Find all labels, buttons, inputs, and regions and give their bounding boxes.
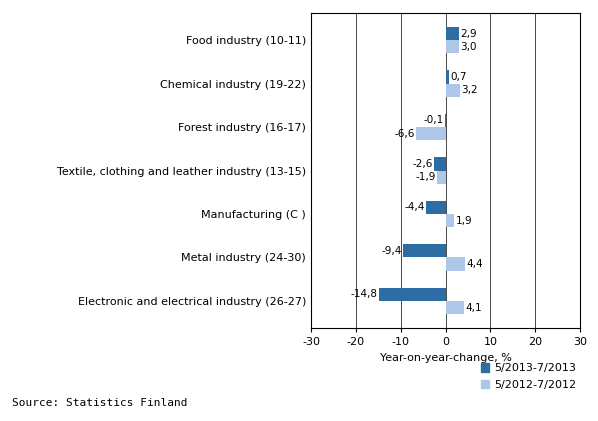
Bar <box>379 288 446 301</box>
Text: 0,7: 0,7 <box>450 72 466 82</box>
Bar <box>434 157 446 171</box>
Bar <box>446 214 454 227</box>
Bar <box>446 70 448 83</box>
Legend: 5/2013-7/2013, 5/2012-7/2012: 5/2013-7/2013, 5/2012-7/2012 <box>476 359 581 394</box>
Text: -14,8: -14,8 <box>351 290 378 299</box>
Text: 4,1: 4,1 <box>465 303 482 312</box>
Bar <box>403 245 446 258</box>
Bar <box>437 171 446 184</box>
Text: -6,6: -6,6 <box>394 128 414 139</box>
Text: -4,4: -4,4 <box>404 203 425 213</box>
Bar <box>446 83 460 96</box>
Text: 3,2: 3,2 <box>461 85 478 95</box>
Text: -1,9: -1,9 <box>415 172 435 182</box>
Text: -9,4: -9,4 <box>382 246 402 256</box>
Bar <box>446 40 459 53</box>
Bar <box>446 258 465 271</box>
Text: 3,0: 3,0 <box>460 42 477 51</box>
Text: 4,4: 4,4 <box>466 259 483 269</box>
Text: Source: Statistics Finland: Source: Statistics Finland <box>12 398 187 408</box>
Bar <box>446 301 464 314</box>
Bar <box>416 127 446 140</box>
X-axis label: Year-on-year-change, %: Year-on-year-change, % <box>380 353 511 363</box>
Text: 1,9: 1,9 <box>456 216 472 226</box>
Text: -2,6: -2,6 <box>412 159 432 169</box>
Bar <box>446 27 459 40</box>
Text: -0,1: -0,1 <box>423 115 444 125</box>
Bar <box>426 201 446 214</box>
Text: 2,9: 2,9 <box>460 29 477 38</box>
